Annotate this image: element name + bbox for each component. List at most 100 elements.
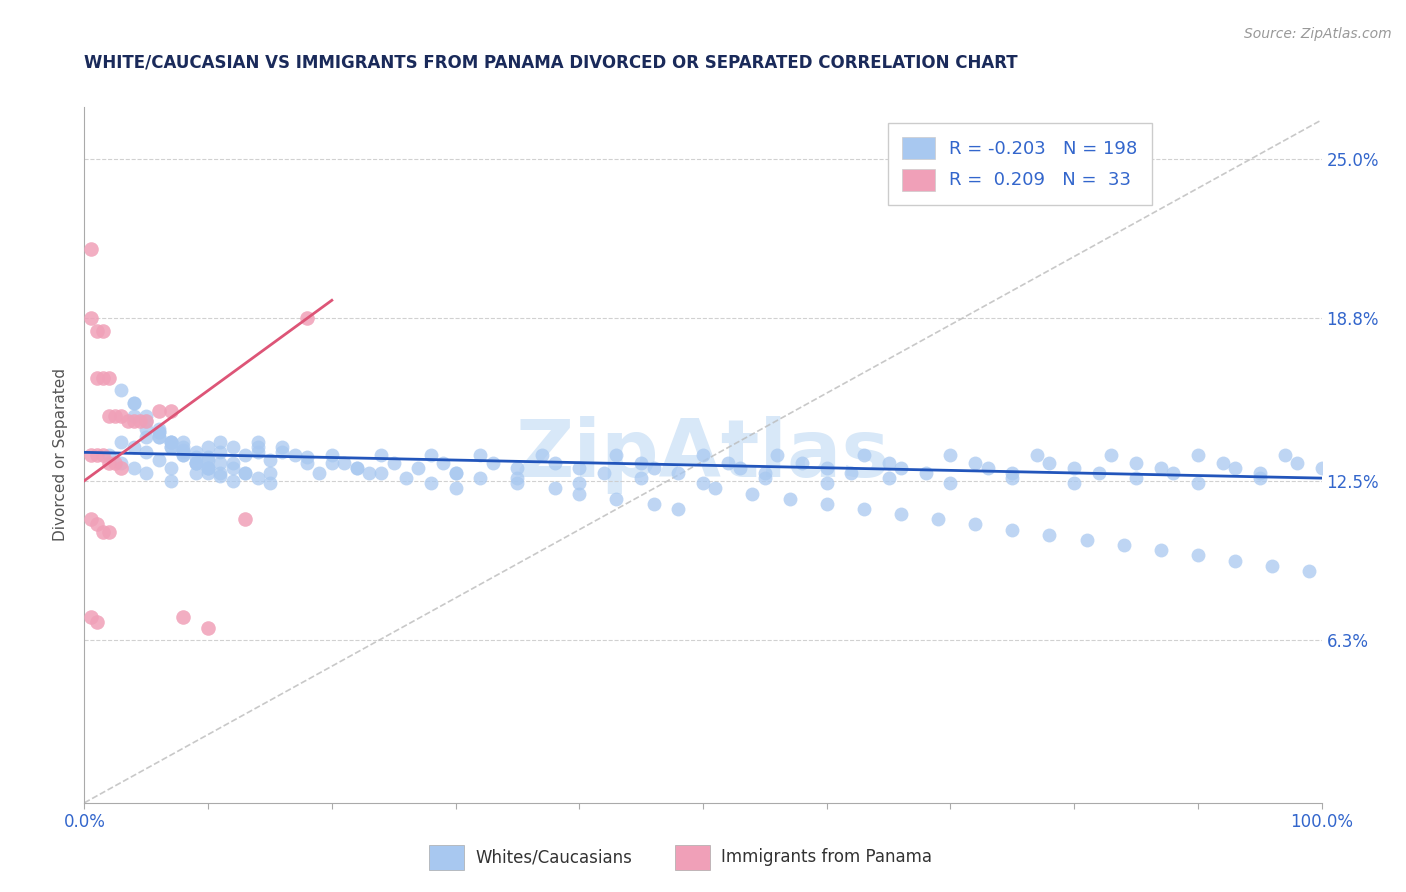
Point (197, 460, 219, 475)
Point (86, 448, 108, 462)
Point (1038, 528, 1060, 542)
Point (233, 448, 256, 462)
Point (470, 448, 492, 462)
Point (1249, 471, 1271, 485)
Point (852, 448, 875, 462)
Point (1161, 466, 1184, 480)
Point (1063, 476, 1085, 491)
Legend: R = -0.203   N = 198, R =  0.209   N =  33: R = -0.203 N = 198, R = 0.209 N = 33 (887, 123, 1152, 205)
Point (79, 242, 101, 256)
Point (172, 448, 194, 462)
Point (741, 486, 763, 500)
Point (666, 466, 689, 480)
Point (754, 471, 776, 485)
Point (939, 476, 962, 491)
Point (172, 448, 194, 462)
Point (408, 460, 430, 475)
Point (233, 466, 256, 480)
Point (1187, 476, 1209, 491)
Point (122, 414, 145, 428)
Point (666, 502, 689, 516)
Point (98, 525, 121, 540)
Point (1099, 448, 1122, 462)
Point (543, 482, 565, 496)
Point (630, 456, 652, 470)
Point (197, 460, 219, 475)
Point (815, 497, 838, 511)
Point (197, 621, 219, 635)
Point (233, 512, 256, 526)
Point (370, 448, 392, 462)
Point (370, 466, 392, 480)
Point (79, 610, 101, 624)
Point (148, 422, 170, 436)
Point (122, 440, 145, 454)
Point (184, 466, 207, 480)
Point (939, 448, 962, 462)
Point (79, 311, 101, 326)
Point (86, 517, 108, 532)
Point (568, 486, 591, 500)
Point (419, 448, 441, 462)
Point (506, 476, 529, 491)
Point (184, 456, 207, 470)
Point (129, 414, 152, 428)
Point (98, 409, 121, 424)
Point (1125, 456, 1147, 470)
Point (568, 460, 591, 475)
Point (122, 460, 145, 475)
Point (86, 615, 108, 630)
Point (222, 440, 245, 454)
Point (172, 442, 194, 457)
Point (197, 453, 219, 467)
Point (444, 482, 467, 496)
Point (259, 466, 281, 480)
Point (135, 409, 157, 424)
Point (172, 440, 194, 454)
Text: ZipAtlas: ZipAtlas (516, 416, 890, 494)
Point (284, 448, 307, 462)
Point (110, 435, 132, 450)
Point (754, 466, 776, 480)
Point (717, 456, 740, 470)
Point (148, 430, 170, 444)
Text: WHITE/CAUCASIAN VS IMMIGRANTS FROM PANAMA DIVORCED OR SEPARATED CORRELATION CHAR: WHITE/CAUCASIAN VS IMMIGRANTS FROM PANAM… (84, 54, 1018, 71)
Point (321, 456, 343, 470)
Point (98, 456, 121, 470)
Point (209, 456, 232, 470)
Point (605, 491, 627, 506)
Point (1001, 471, 1024, 485)
Point (1088, 466, 1111, 480)
Point (965, 456, 987, 470)
Point (160, 474, 183, 488)
Point (222, 474, 245, 488)
Point (209, 445, 232, 459)
Point (91, 448, 114, 462)
Point (122, 396, 145, 410)
Point (160, 460, 183, 475)
Point (271, 440, 294, 454)
Point (852, 502, 875, 516)
Point (357, 466, 380, 480)
Point (704, 482, 727, 496)
Point (259, 476, 281, 491)
Point (209, 435, 232, 450)
Point (643, 460, 665, 475)
Point (184, 456, 207, 470)
Point (1038, 456, 1060, 470)
Point (91, 324, 114, 338)
Point (790, 456, 813, 470)
Point (593, 466, 616, 480)
Point (122, 409, 145, 424)
Point (432, 456, 454, 470)
Point (184, 456, 207, 470)
Point (333, 456, 356, 470)
Point (1298, 564, 1320, 578)
Point (643, 497, 665, 511)
Point (877, 471, 900, 485)
Point (148, 430, 170, 444)
Point (1063, 460, 1085, 475)
Point (382, 456, 405, 470)
Point (172, 435, 194, 450)
Point (766, 448, 789, 462)
